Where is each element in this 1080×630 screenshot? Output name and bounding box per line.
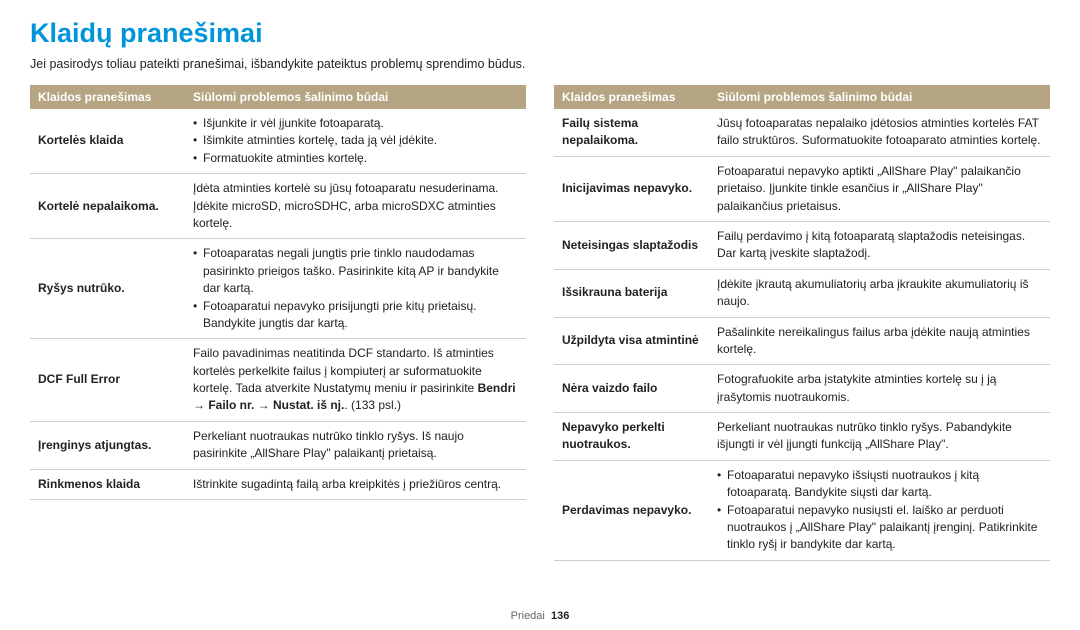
- row-solution: Perkeliant nuotraukas nutrūko tinklo ryš…: [185, 421, 526, 469]
- col-header-solution: Siūlomi problemos šalinimo būdai: [185, 85, 526, 109]
- col-header-solution: Siūlomi problemos šalinimo būdai: [709, 85, 1050, 109]
- content-columns: Klaidos pranešimas Siūlomi problemos šal…: [30, 85, 1050, 561]
- list-item: Išimkite atminties kortelę, tada ją vėl …: [193, 132, 518, 149]
- row-solution: Įdėkite įkrautą akumuliatorių arba įkrau…: [709, 269, 1050, 317]
- row-label: Perdavimas nepavyko.: [554, 460, 709, 560]
- row-solution: Jūsų fotoaparatas nepalaiko įdėtosios at…: [709, 109, 1050, 156]
- footer-page: 136: [551, 610, 569, 622]
- row-label: Inicijavimas nepavyko.: [554, 156, 709, 221]
- row-label: Nepavyko perkelti nuotraukos.: [554, 413, 709, 461]
- list-item: Formatuokite atminties kortelę.: [193, 150, 518, 167]
- row-label: Nėra vaizdo failo: [554, 365, 709, 413]
- page-footer: Priedai 136: [0, 610, 1080, 622]
- row-solution: Fotografuokite arba įstatykite atminties…: [709, 365, 1050, 413]
- row-solution: Failų perdavimo į kitą fotoaparatą slapt…: [709, 221, 1050, 269]
- footer-label: Priedai: [511, 610, 545, 622]
- left-column: Klaidos pranešimas Siūlomi problemos šal…: [30, 85, 526, 561]
- row-solution: Fotoaparatui nepavyko išsiųsti nuotrauko…: [709, 460, 1050, 560]
- row-label: Rinkmenos klaida: [30, 469, 185, 499]
- list-item: Fotoaparatas negali jungtis prie tinklo …: [193, 245, 518, 297]
- list-item: Išjunkite ir vėl įjunkite fotoaparatą.: [193, 115, 518, 132]
- list-item: Fotoaparatui nepavyko prisijungti prie k…: [193, 298, 518, 333]
- row-solution: Perkeliant nuotraukas nutrūko tinklo ryš…: [709, 413, 1050, 461]
- row-solution: Pašalinkite nereikalingus failus arba įd…: [709, 317, 1050, 365]
- row-solution: Failo pavadinimas neatitinda DCF standar…: [185, 339, 526, 422]
- row-solution: Fotoaparatas negali jungtis prie tinklo …: [185, 239, 526, 339]
- row-label: DCF Full Error: [30, 339, 185, 422]
- row-solution: Fotoaparatui nepavyko aptikti „AllShare …: [709, 156, 1050, 221]
- list-item: Fotoaparatui nepavyko nusiųsti el. laišk…: [717, 502, 1042, 554]
- row-label: Užpildyta visa atmintinė: [554, 317, 709, 365]
- left-table: Klaidos pranešimas Siūlomi problemos šal…: [30, 85, 526, 500]
- row-label: Kortelė nepalaikoma.: [30, 174, 185, 239]
- row-solution: Išjunkite ir vėl įjunkite fotoaparatą.Iš…: [185, 109, 526, 174]
- row-label: Failų sistema nepalaikoma.: [554, 109, 709, 156]
- col-header-error: Klaidos pranešimas: [30, 85, 185, 109]
- list-item: Fotoaparatui nepavyko išsiųsti nuotrauko…: [717, 467, 1042, 502]
- page-title: Klaidų pranešimai: [30, 18, 1050, 49]
- row-solution: Įdėta atminties kortelė su jūsų fotoapar…: [185, 174, 526, 239]
- row-label: Neteisingas slaptažodis: [554, 221, 709, 269]
- row-label: Kortelės klaida: [30, 109, 185, 174]
- row-label: Įrenginys atjungtas.: [30, 421, 185, 469]
- row-solution: Ištrinkite sugadintą failą arba kreipkit…: [185, 469, 526, 499]
- row-label: Ryšys nutrūko.: [30, 239, 185, 339]
- col-header-error: Klaidos pranešimas: [554, 85, 709, 109]
- intro-text: Jei pasirodys toliau pateikti pranešimai…: [30, 57, 1050, 71]
- row-label: Išsikrauna baterija: [554, 269, 709, 317]
- right-column: Klaidos pranešimas Siūlomi problemos šal…: [554, 85, 1050, 561]
- right-table: Klaidos pranešimas Siūlomi problemos šal…: [554, 85, 1050, 561]
